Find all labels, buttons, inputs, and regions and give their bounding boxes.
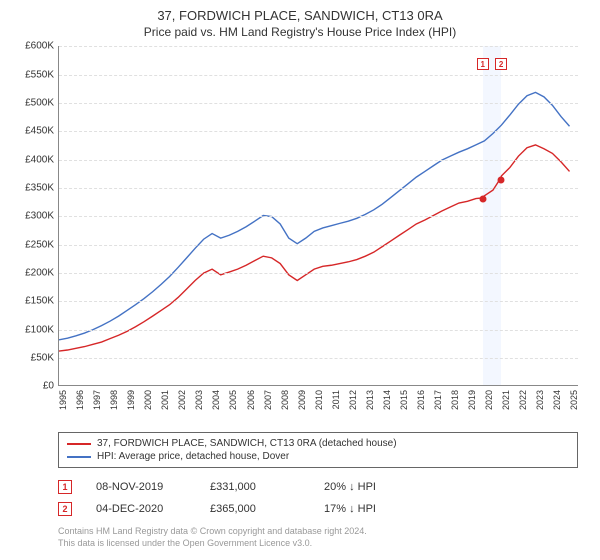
- y-tick-label: £300K: [25, 211, 54, 222]
- sales-row-price: £331,000: [210, 481, 300, 493]
- x-axis-labels: 1995 1996 1997 1998 1999 2000 2001 2002 2003 2004…: [58, 386, 578, 410]
- legend-label: HPI: Average price, detached house, Dove…: [97, 451, 289, 462]
- x-tick-label: 2013: [365, 390, 375, 410]
- y-tick-label: £550K: [25, 69, 54, 80]
- x-tick-label: 2022: [518, 390, 528, 410]
- y-tick-label: £250K: [25, 239, 54, 250]
- x-tick-label: 2004: [211, 390, 221, 410]
- sales-row-marker: 1: [58, 480, 72, 494]
- x-tick-label: 2023: [535, 390, 545, 410]
- x-tick-label: 1998: [109, 390, 119, 410]
- x-tick-label: 2006: [246, 390, 256, 410]
- footer-attribution: Contains HM Land Registry data © Crown c…: [58, 526, 578, 549]
- chart-title: 37, FORDWICH PLACE, SANDWICH, CT13 0RA: [10, 8, 590, 25]
- x-tick-label: 2018: [450, 390, 460, 410]
- x-tick-label: 2017: [433, 390, 443, 410]
- sales-row: 1 08-NOV-2019 £331,000 20% ↓ HPI: [58, 476, 578, 498]
- gridline: [59, 245, 578, 246]
- y-tick-label: £50K: [31, 353, 54, 364]
- sales-row-delta: 17% ↓ HPI: [324, 503, 414, 515]
- legend-label: 37, FORDWICH PLACE, SANDWICH, CT13 0RA (…: [97, 438, 397, 449]
- chart-subtitle: Price paid vs. HM Land Registry's House …: [10, 25, 590, 41]
- y-tick-label: £450K: [25, 126, 54, 137]
- sale-marker-2: 2: [495, 58, 507, 70]
- chart-area: £0 £50K £100K £150K £200K £250K £300K £350K £400…: [10, 46, 590, 406]
- gridline: [59, 216, 578, 217]
- gridline: [59, 273, 578, 274]
- sales-row: 2 04-DEC-2020 £365,000 17% ↓ HPI: [58, 498, 578, 520]
- x-tick-label: 1997: [92, 390, 102, 410]
- sales-row-date: 04-DEC-2020: [96, 503, 186, 515]
- y-axis-labels: £0£50K£100K£150K£200K£250K£300K£350K£400…: [10, 46, 56, 386]
- legend-swatch: [67, 456, 91, 458]
- gridline: [59, 160, 578, 161]
- gridline: [59, 75, 578, 76]
- x-tick-label: 2020: [484, 390, 494, 410]
- x-tick-label: 2008: [280, 390, 290, 410]
- y-tick-label: £0: [43, 381, 54, 392]
- x-tick-label: 2024: [552, 390, 562, 410]
- plot-area: 12: [58, 46, 578, 386]
- x-tick-label: 1996: [75, 390, 85, 410]
- x-tick-label: 1995: [58, 390, 68, 410]
- sales-table: 1 08-NOV-2019 £331,000 20% ↓ HPI 2 04-DEC-202…: [58, 476, 578, 520]
- x-tick-label: 2011: [331, 390, 341, 409]
- x-tick-label: 2012: [348, 390, 358, 410]
- x-tick-label: 2001: [160, 390, 170, 410]
- gridline: [59, 46, 578, 47]
- gridline: [59, 301, 578, 302]
- x-tick-label: 2002: [177, 390, 187, 410]
- gridline: [59, 188, 578, 189]
- x-tick-label: 2010: [314, 390, 324, 410]
- x-tick-label: 2005: [228, 390, 238, 410]
- gridline: [59, 358, 578, 359]
- x-tick-label: 2003: [194, 390, 204, 410]
- x-tick-label: 2000: [143, 390, 153, 410]
- sales-row-price: £365,000: [210, 503, 300, 515]
- y-tick-label: £600K: [25, 41, 54, 52]
- y-tick-label: £350K: [25, 183, 54, 194]
- gridline: [59, 131, 578, 132]
- footer-line-1: Contains HM Land Registry data © Crown c…: [58, 526, 578, 538]
- sales-row-delta: 20% ↓ HPI: [324, 481, 414, 493]
- sale-point-2: [498, 176, 505, 183]
- x-tick-label: 2016: [416, 390, 426, 410]
- footer-line-2: This data is licensed under the Open Gov…: [58, 538, 578, 550]
- chart-legend: 37, FORDWICH PLACE, SANDWICH, CT13 0RA (…: [58, 432, 578, 468]
- gridline: [59, 330, 578, 331]
- y-tick-label: £200K: [25, 268, 54, 279]
- x-tick-label: 2009: [297, 390, 307, 410]
- x-tick-label: 2021: [501, 390, 511, 410]
- x-tick-label: 2019: [467, 390, 477, 410]
- x-tick-label: 2014: [382, 390, 392, 410]
- y-tick-label: £150K: [25, 296, 54, 307]
- x-tick-label: 2007: [263, 390, 273, 410]
- sale-point-1: [479, 195, 486, 202]
- sale-marker-1: 1: [477, 58, 489, 70]
- sales-row-marker: 2: [58, 502, 72, 516]
- y-tick-label: £400K: [25, 154, 54, 165]
- gridline: [59, 103, 578, 104]
- x-tick-label: 2015: [399, 390, 409, 410]
- sales-row-date: 08-NOV-2019: [96, 481, 186, 493]
- legend-item: HPI: Average price, detached house, Dove…: [67, 450, 569, 463]
- legend-swatch: [67, 443, 91, 445]
- series-line-property: [59, 145, 570, 351]
- x-tick-label: 2025: [569, 390, 579, 410]
- x-tick-label: 1999: [126, 390, 136, 410]
- legend-item: 37, FORDWICH PLACE, SANDWICH, CT13 0RA (…: [67, 437, 569, 450]
- y-tick-label: £100K: [25, 324, 54, 335]
- y-tick-label: £500K: [25, 98, 54, 109]
